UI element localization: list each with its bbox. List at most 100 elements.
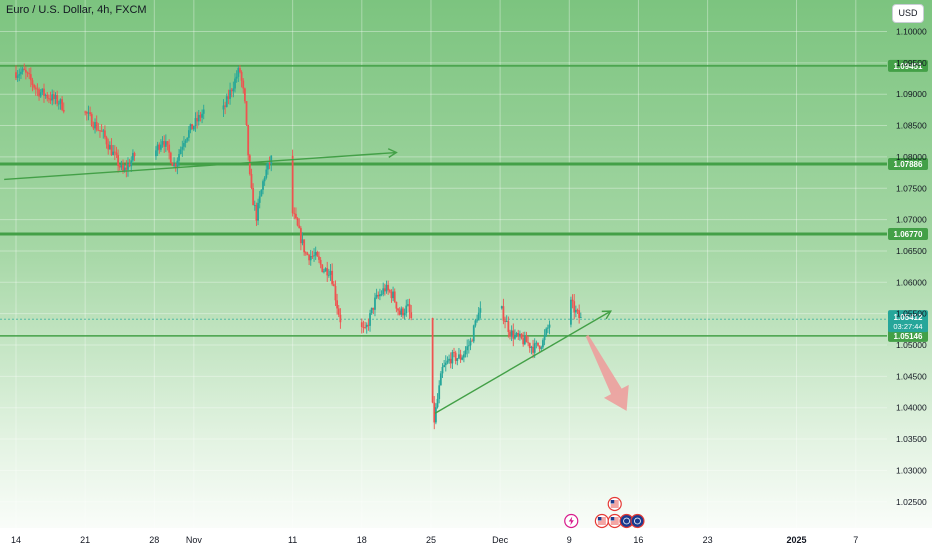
candle-body [505,321,508,322]
candle-body [535,342,538,344]
candle-body [181,146,184,150]
candle-body [128,163,131,167]
trend-line-arrow [434,310,612,414]
current-price-tag [888,310,928,333]
candle-body [321,264,324,272]
candle-body [118,166,121,168]
lightning-glyph [568,516,574,526]
candle-body [464,350,467,355]
y-tick-label: 1.06500 [896,246,927,256]
candle-body [393,291,396,302]
candle-body [166,141,169,145]
globe-ring [634,517,641,525]
candle-body [250,174,253,188]
candle-body [239,68,241,72]
y-tick-label: 1.05000 [896,340,927,350]
candle-body [323,271,325,273]
candle-body [117,154,119,167]
candle-body [16,75,19,78]
candle-body [234,78,236,89]
candle-body [24,69,27,73]
x-tick-label: 2025 [787,535,807,545]
candle-body [318,256,320,260]
candle-body [260,189,263,197]
candle-body [225,96,228,107]
candle-body [525,335,528,343]
candle-body [395,301,398,309]
candle-body [85,111,88,114]
candle-body [84,111,87,113]
level-price-label: 1.05146 [894,332,923,341]
x-tick-label: 11 [288,535,297,545]
candle-body [52,94,55,100]
currency-button[interactable]: USD [892,4,924,23]
candle-body [402,308,404,316]
candle-body [329,270,332,275]
candle-body [100,131,103,132]
candle-body [504,320,506,322]
candle-body [400,308,403,315]
candle-body [407,304,409,306]
candle-body [570,299,572,325]
candle-body [252,187,255,206]
candle-body [518,333,521,337]
y-tick-label: 1.03000 [896,465,927,475]
candle-body [296,218,299,226]
candle-body [377,294,380,297]
x-tick-label: 7 [853,535,858,545]
candle-body [574,309,577,313]
candle-body [158,144,161,150]
level-price-tag [888,59,928,72]
candle-body [439,373,442,386]
candle-body [372,307,375,310]
candle-body [309,256,312,261]
candle-body [56,95,59,104]
candle-body [186,137,189,141]
candle-body [168,144,171,153]
candle-body [253,205,256,206]
candle-body [326,268,329,276]
candle-body [33,84,36,88]
candle-body [382,288,385,295]
candle-body [132,152,134,161]
candle-body [467,345,470,347]
level-price-tag [888,158,928,171]
candle-body [199,114,202,118]
level-price-label: 1.09451 [894,62,923,71]
candle-body [248,155,251,175]
time-axis[interactable]: 14 21 28 Nov 11 18 25 Dec 9 16 23 2025 7 [0,528,932,550]
candle-body [92,126,95,129]
candle-body [122,165,124,172]
candle-body [403,313,406,316]
candle-body [240,71,243,81]
candle-body [202,109,205,114]
candle-body [438,385,441,399]
candle-body [451,352,454,364]
candle-body [163,141,166,147]
candle-body [164,141,167,147]
candle-body [156,144,159,151]
flag-canton [597,517,602,521]
x-tick-label: Dec [492,535,509,545]
candle-body [540,347,543,349]
candle-body [125,167,128,170]
candle-body [232,88,235,92]
candle-body [571,299,574,302]
candle-body [18,74,21,76]
economic-events[interactable] [564,496,645,529]
y-tick-label: 1.04000 [896,403,927,413]
candle-body [229,89,231,99]
candle-body [197,114,200,122]
candle-body [120,165,123,168]
candle-body [108,145,111,150]
candle-body [242,80,245,89]
candle-body [192,126,195,130]
candle-body [383,288,386,292]
candle-body [527,342,530,344]
candle-body [44,94,47,96]
candle-body [57,103,60,105]
horizontal-levels: 1.09451 1.07886 1.06770 1.05146 1.0541203:27… [0,59,928,342]
candle-body [227,96,230,99]
